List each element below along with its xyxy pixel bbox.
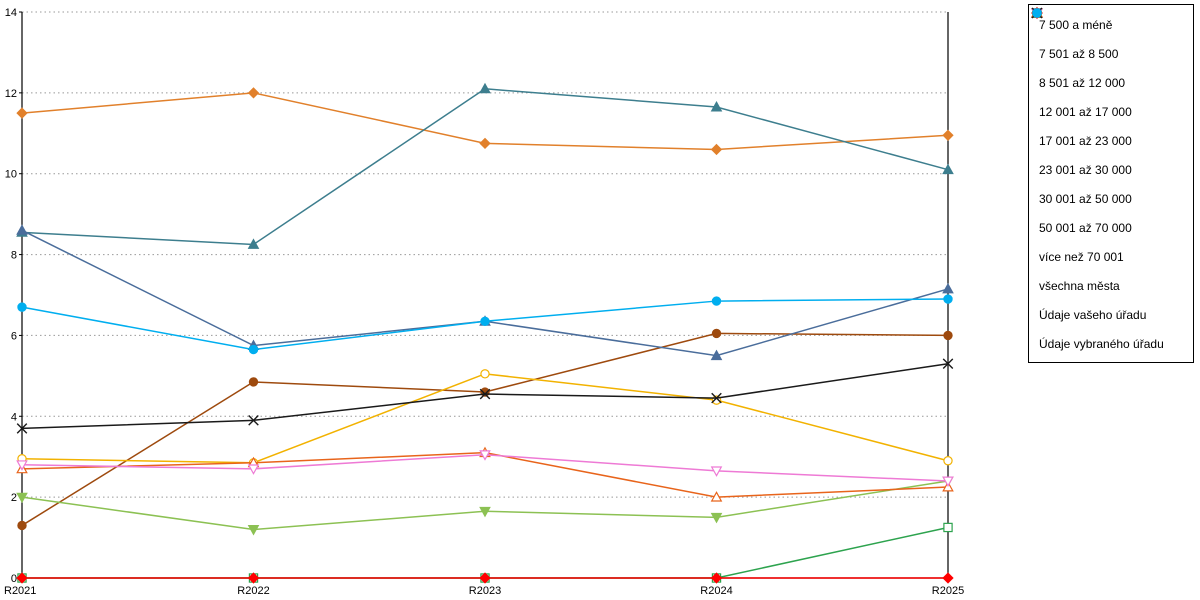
marker	[16, 460, 28, 471]
marker	[247, 525, 260, 536]
y-tick-label: 0	[11, 573, 17, 585]
marker	[479, 388, 491, 400]
legend-label: 7 501 až 8 500	[1039, 47, 1119, 61]
x-tick-label: R2023	[469, 585, 501, 597]
legend-item: Údaje vašeho úřadu	[1031, 7, 1185, 326]
x-tick-label: R2021	[4, 585, 36, 597]
legend-item: 23 001 až 30 000	[1032, 8, 1185, 181]
marker	[942, 358, 954, 370]
x-tick-label: R2024	[700, 585, 732, 597]
marker	[943, 522, 953, 533]
legend-label: 50 001 až 70 000	[1039, 221, 1132, 235]
marker	[247, 238, 260, 249]
marker	[943, 456, 953, 466]
legend-label: 30 001 až 50 000	[1039, 192, 1132, 206]
legend-marker-icon	[1032, 8, 1042, 18]
x-tick-label: R2022	[237, 585, 269, 597]
marker	[248, 377, 259, 387]
marker	[16, 423, 28, 434]
marker	[480, 316, 490, 326]
marker	[1032, 8, 1042, 18]
legend-item: 8 501 až 12 000	[1030, 6, 1185, 94]
marker	[942, 282, 954, 294]
y-tick-label: 4	[11, 411, 17, 423]
legend-item: více než 70 001	[1030, 8, 1185, 268]
marker	[17, 520, 27, 531]
marker	[942, 476, 954, 488]
legend-label: 12 001 až 17 000	[1039, 105, 1132, 119]
legend-label: všechna města	[1039, 279, 1120, 293]
legend-item: 50 001 až 70 000	[1030, 6, 1185, 239]
marker	[248, 344, 259, 355]
series-line-5	[22, 526, 949, 579]
y-tick-label: 12	[5, 88, 17, 100]
series-line-4	[21, 480, 949, 531]
marker	[942, 572, 954, 584]
marker	[479, 572, 491, 584]
legend-label: 17 001 až 23 000	[1039, 134, 1132, 148]
legend-item: všechna města	[1031, 7, 1185, 297]
marker	[710, 512, 723, 524]
series-line-3	[21, 229, 949, 357]
marker	[479, 506, 491, 518]
marker	[710, 100, 723, 112]
marker	[247, 87, 260, 99]
marker	[247, 464, 260, 475]
legend-label: více než 70 001	[1039, 250, 1124, 264]
legend-item: Údaje vybraného úřadu	[1032, 8, 1185, 355]
marker	[247, 572, 260, 584]
series-line-1	[21, 332, 949, 527]
marker	[710, 491, 723, 502]
marker	[710, 349, 723, 361]
marker	[711, 392, 722, 404]
series-line-2	[21, 88, 949, 246]
y-tick-label: 8	[11, 250, 17, 262]
marker	[711, 296, 722, 306]
marker	[479, 137, 491, 150]
legend-label: Údaje vašeho úřadu	[1039, 308, 1147, 322]
marker	[710, 143, 723, 156]
marker	[16, 492, 28, 504]
marker	[16, 572, 28, 584]
marker	[943, 294, 953, 304]
legend-label: 8 501 až 12 000	[1039, 76, 1126, 90]
legend-label: 7 500 a méně	[1039, 18, 1113, 32]
y-tick-label: 6	[11, 330, 17, 342]
legend-item: 7 501 až 8 500	[1032, 8, 1185, 65]
x-tick-label: R2025	[932, 585, 964, 597]
y-tick-label: 10	[5, 169, 17, 181]
marker	[942, 129, 954, 141]
legend-label: Údaje vybraného úřadu	[1039, 337, 1164, 351]
marker	[16, 224, 28, 235]
y-tick-label: 14	[5, 7, 17, 19]
marker	[711, 328, 722, 339]
marker	[17, 302, 27, 312]
marker	[942, 163, 954, 175]
legend-item: 30 001 až 50 000	[1032, 8, 1185, 210]
marker	[479, 82, 491, 94]
y-tick-label: 2	[11, 492, 17, 504]
marker	[16, 107, 28, 119]
legend-label: 23 001 až 30 000	[1039, 163, 1132, 177]
marker	[479, 450, 491, 461]
legend: 7 500 a méně 7 501 až 8 500 8 501 až 12 00…	[1028, 4, 1194, 363]
marker	[710, 466, 723, 477]
marker	[710, 572, 723, 584]
marker	[480, 369, 490, 379]
marker	[943, 330, 953, 341]
marker	[248, 415, 259, 426]
legend-item: 7 500 a méně	[1031, 7, 1185, 36]
legend-item: 17 001 až 23 000	[1030, 8, 1185, 152]
legend-item: 12 001 až 17 000	[1030, 6, 1185, 123]
